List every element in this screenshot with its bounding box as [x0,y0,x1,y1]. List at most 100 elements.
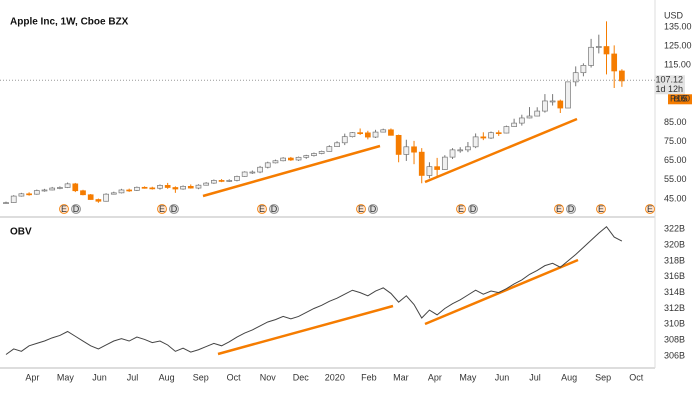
candle-body [226,180,233,182]
candle-body [218,180,225,182]
event-label: E [598,204,604,214]
pre-market-label: Pre 106.50 [670,94,690,104]
y-tick-label: 135.00 [664,21,692,31]
candle-body [603,46,610,55]
candle-body [110,192,117,195]
candle-body [357,132,363,135]
y-tick-label: 65.00 [664,155,687,165]
candle-body [441,156,448,170]
x-tick-label: Apr [25,372,39,382]
trend-line [217,304,394,356]
event-marker [356,204,366,214]
candle-body [18,193,25,197]
event-marker [257,204,267,214]
y-tick-label: 45.00 [664,193,687,203]
event-label: E [61,204,67,214]
candle-body [72,183,79,192]
candle-body [426,166,433,176]
event-marker [554,204,564,214]
candle-body [164,185,171,188]
candle-body [488,132,494,139]
event-marker [71,204,81,214]
event-label: D [73,204,80,214]
x-tick-label: Jul [529,372,541,382]
candle-body [542,100,548,112]
x-tick-label: Dec [293,372,310,382]
y-tick-label: 115.00 [664,60,691,70]
event-label: E [259,204,265,214]
candle-body [388,129,394,136]
y-tick-label: 314B [664,287,685,297]
event-label: D [271,204,278,214]
event-label: D [568,204,575,214]
event-marker [157,204,167,214]
candle-body [33,190,40,195]
x-tick-label: Jun [92,372,107,382]
event-label: D [171,204,178,214]
candle-body [311,153,317,156]
unit-label: USD [664,10,684,20]
candle-body [449,149,456,158]
candle-body [241,171,248,177]
candle-body [87,194,94,200]
candle-body [411,146,417,153]
x-tick-label: Nov [260,372,277,382]
x-tick-label: Jun [495,372,510,382]
obv-title: OBV [10,227,32,238]
event-marker [566,204,576,214]
x-tick-label: Sep [595,372,611,382]
candle-body [372,131,379,138]
candle-body [118,189,125,194]
candle-body [403,146,410,155]
candle-body [280,157,287,162]
event-label: E [358,204,364,214]
candle-body [234,176,240,181]
candle-body [465,146,471,151]
candle-body [288,157,294,161]
x-tick-label: 2020 [325,372,345,382]
x-tick-label: Jul [127,372,139,382]
candle-body [526,115,533,119]
candle-body [549,100,556,103]
candle-body [141,186,148,189]
candle-body [619,70,625,82]
candle-body [364,132,371,138]
trend-lines [202,117,579,356]
candle-body [257,166,263,173]
x-tick-label: May [57,372,75,382]
candle-body [588,46,594,66]
candle-body [395,134,402,155]
chart-title: Apple Inc, 1W, Cboe BZX [10,17,129,28]
y-tick-label: 320B [664,239,685,249]
candle-body [64,183,71,188]
candle-body [341,136,348,144]
y-tick-label: 306B [664,350,685,360]
candle-body [495,132,502,135]
candle-body [557,100,564,109]
candle-body [211,180,217,184]
candle-body [3,202,9,204]
candle-body [349,132,356,138]
event-marker [645,204,655,214]
candle-body [134,186,140,191]
x-tick-label: Aug [159,372,175,382]
price-label-box [655,75,685,86]
y-tick-label: 312B [664,303,685,313]
y-tick-label: 322B [664,224,685,234]
candle-body [26,193,32,196]
y-tick-label: 125.00 [664,41,692,51]
event-marker [596,204,606,214]
candle-body [95,199,102,202]
y-tick-label: 308B [664,335,685,345]
event-label: D [370,204,377,214]
candle-body [103,193,109,202]
candle-body [157,185,163,189]
candle-body [41,189,48,192]
y-tick-label: 318B [664,255,685,265]
candle-body [534,110,541,117]
obv-line [5,226,623,355]
candle-body [318,151,325,154]
event-label: E [458,204,464,214]
candle-body [580,65,587,74]
